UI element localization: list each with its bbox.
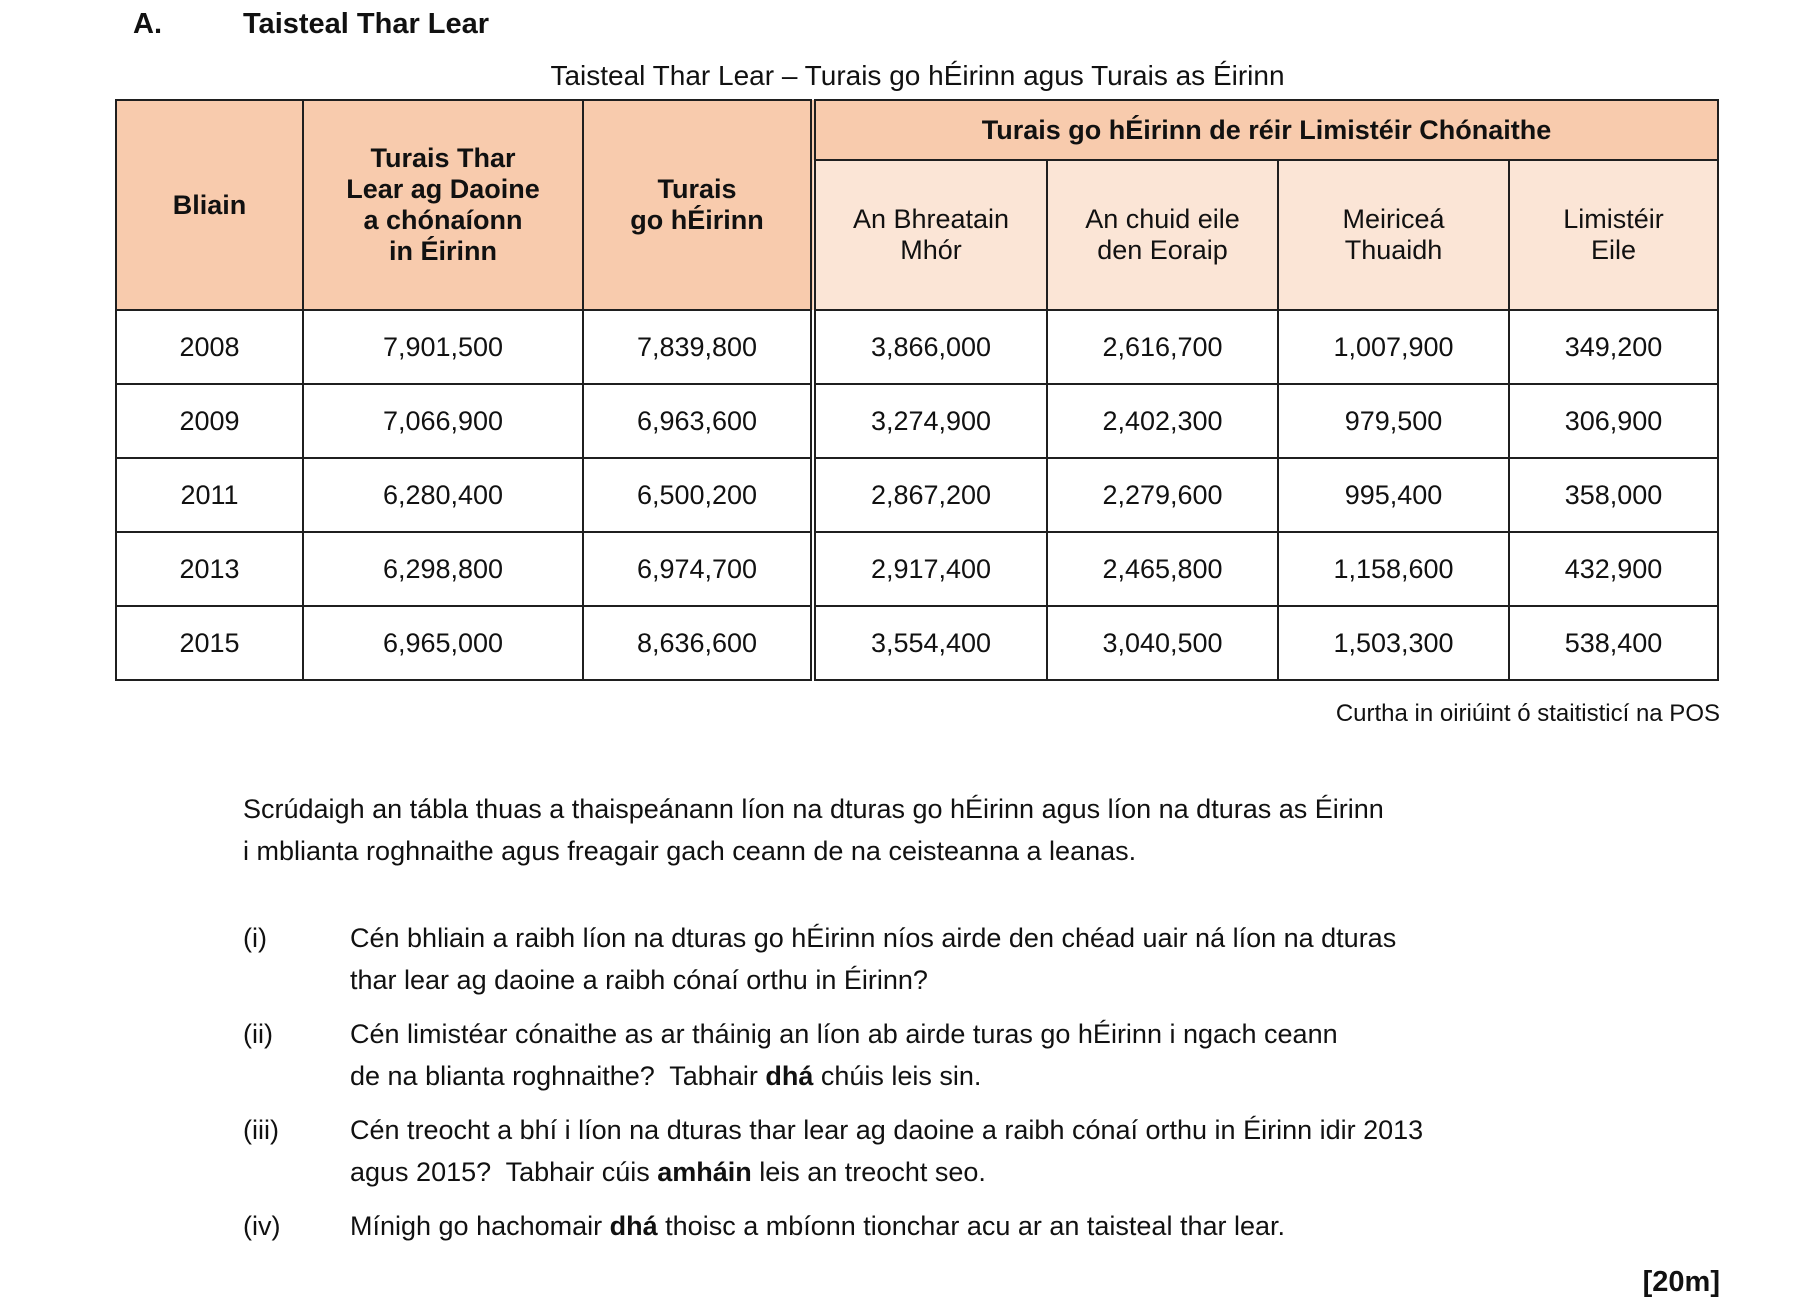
value-cell: 6,974,700 [582,531,814,607]
table-row-2011: 2011 6,280,400 6,500,200 2,867,200 2,279… [115,457,1720,533]
year-cell: 2008 [115,309,304,385]
value-cell: 7,901,500 [302,309,584,385]
value-cell: 2,402,300 [1046,383,1279,459]
col-header-turais-thar-lear: Turais Thar Lear ag Daoine a chónaíonn i… [302,99,584,311]
question-iv-line-1-pre: Mínigh go hachomair [350,1211,610,1241]
value-cell: 432,900 [1507,531,1720,607]
section-label: A. [133,8,162,40]
value-cell: 3,866,000 [810,309,1048,385]
instructions-line-1: Scrúdaigh an tábla thuas a thaispeánann … [243,794,1384,824]
table-row-2008: 2008 7,901,500 7,839,800 3,866,000 2,616… [115,309,1720,385]
question-ii-line-2-pre: de na blianta roghnaithe? Tabhair [350,1061,766,1091]
value-cell: 2,616,700 [1046,309,1279,385]
value-cell: 1,158,600 [1277,531,1510,607]
value-cell: 7,839,800 [582,309,814,385]
subheader-meiricea-thuaidh: Meiriceá Thuaidh [1277,159,1510,311]
value-cell: 1,503,300 [1277,605,1510,681]
value-cell: 979,500 [1277,383,1510,459]
marks-badge: [20m] [1642,1266,1720,1298]
question-ii-line-2-post: chúis leis sin. [813,1061,982,1091]
question-iii-bold-word: amháin [657,1157,752,1187]
subheader-limisteir-eile: Limistéir Eile [1507,159,1720,311]
value-cell: 6,963,600 [582,383,814,459]
travel-statistics-table: Bliain Turais Thar Lear ag Daoine a chón… [115,99,1720,681]
value-cell: 995,400 [1277,457,1510,533]
col-header-turais-go-heirinn: Turais go hÉirinn [582,99,814,311]
question-iv-bold-word: dhá [609,1211,658,1241]
year-cell: 2011 [115,457,304,533]
section-heading: A. Taisteal Thar Lear [133,8,489,41]
subheader-an-bhreatain-mhor: An Bhreatain Mhór [810,159,1048,311]
question-ii-bold-word: dhá [765,1061,814,1091]
table-row-2015: 2015 6,965,000 8,636,600 3,554,400 3,040… [115,605,1720,681]
value-cell: 3,554,400 [810,605,1048,681]
table-row-2013: 2013 6,298,800 6,974,700 2,917,400 2,465… [115,531,1720,607]
question-iii-label: (iii) [243,1115,279,1145]
value-cell: 6,965,000 [302,605,584,681]
year-cell: 2013 [115,531,304,607]
value-cell: 1,007,900 [1277,309,1510,385]
instructions-line-2: i mblianta roghnaithe agus freagair gach… [243,836,1137,866]
question-iii-line-1: Cén treocht a bhí i líon na dturas thar … [350,1115,1424,1145]
question-iii-line-2-post: leis an treocht seo. [751,1157,986,1187]
value-cell: 7,066,900 [302,383,584,459]
value-cell: 6,298,800 [302,531,584,607]
value-cell: 6,500,200 [582,457,814,533]
value-cell: 2,867,200 [810,457,1048,533]
value-cell: 306,900 [1507,383,1720,459]
value-cell: 2,917,400 [810,531,1048,607]
value-cell: 2,465,800 [1046,531,1279,607]
question-ii-line-2: de na blianta roghnaithe? Tabhair dhá ch… [350,1061,981,1092]
question-i-line-1: Cén bhliain a raibh líon na dturas go hÉ… [350,923,1397,953]
question-iv-label: (iv) [243,1211,281,1241]
year-cell: 2009 [115,383,304,459]
table-header-row-top: Bliain Turais Thar Lear ag Daoine a chón… [115,99,1720,311]
table-source-caption: Curtha in oiriúint ó staitisticí na POS [1335,700,1720,727]
table-row-2009: 2009 7,066,900 6,963,600 3,274,900 2,402… [115,383,1720,459]
question-i-line-2: thar lear ag daoine a raibh cónaí orthu … [350,965,928,995]
value-cell: 8,636,600 [582,605,814,681]
value-cell: 358,000 [1507,457,1720,533]
value-cell: 2,279,600 [1046,457,1279,533]
question-iii-line-2: agus 2015? Tabhair cúis amháin leis an t… [350,1157,986,1188]
col-header-bliain: Bliain [115,99,304,311]
question-ii-line-1: Cén limistéar cónaithe as ar tháinig an … [350,1019,1338,1049]
year-cell: 2015 [115,605,304,681]
subheader-an-chuid-eile-den-eoraip: An chuid eile den Eoraip [1046,159,1279,311]
value-cell: 349,200 [1507,309,1720,385]
question-ii-label: (ii) [243,1019,273,1049]
table-header-row-sub: An Bhreatain Mhór An chuid eile den Eora… [116,159,1720,311]
value-cell: 6,280,400 [302,457,584,533]
value-cell: 3,040,500 [1046,605,1279,681]
group-header-limisteir-chonaithe: Turais go hÉirinn de réir Limistéir Chón… [809,99,1720,161]
question-i-label: (i) [243,923,267,953]
question-iv-line-1: Mínigh go hachomair dhá thoisc a mbíonn … [350,1211,1285,1242]
question-iii-line-2-pre: agus 2015? Tabhair cúis [350,1157,658,1187]
section-title: Taisteal Thar Lear [243,8,490,40]
value-cell: 3,274,900 [810,383,1048,459]
value-cell: 538,400 [1507,605,1720,681]
table-title: Taisteal Thar Lear – Turais go hÉirinn a… [550,60,1285,91]
question-iv-line-1-post: thoisc a mbíonn tionchar acu ar an taist… [657,1211,1286,1241]
